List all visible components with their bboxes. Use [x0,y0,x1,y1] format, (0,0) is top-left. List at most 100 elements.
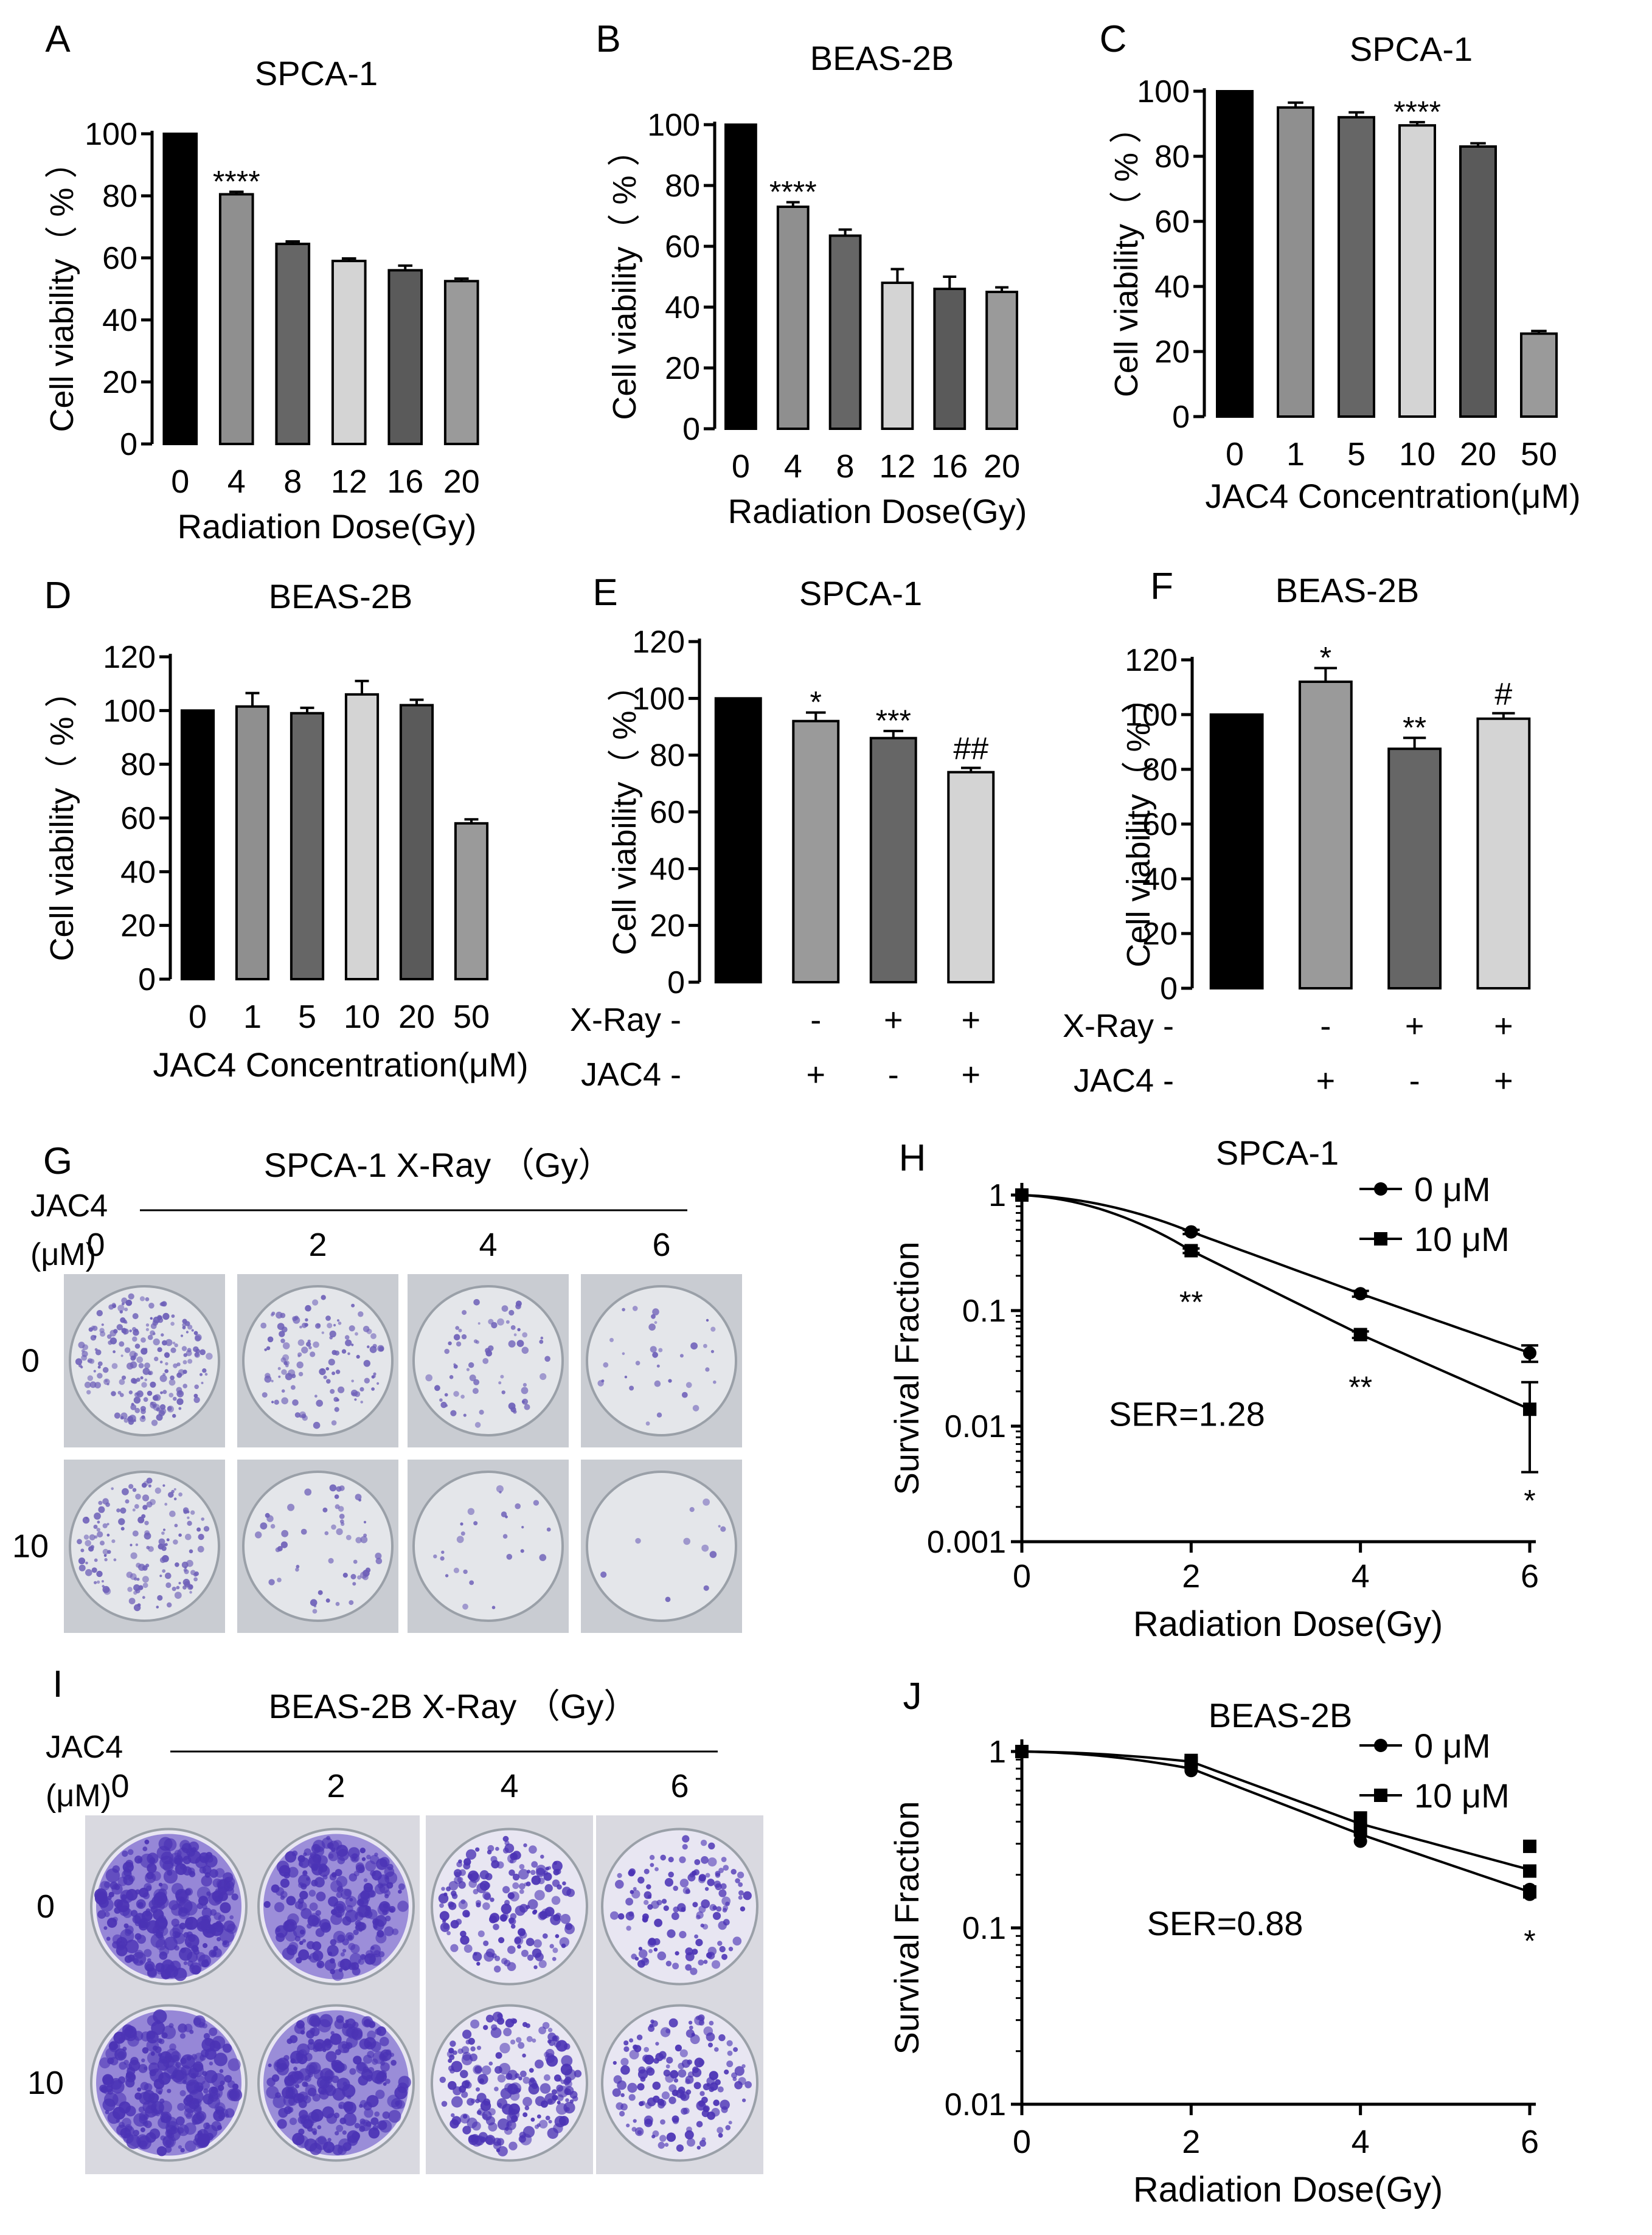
colony-dot [638,2066,646,2074]
colony-dot [690,1967,698,1975]
colony-dot [111,1883,123,1895]
significance-label: ## [953,732,988,767]
colony-dot [162,1555,169,1562]
colony-dot [477,2074,488,2085]
panel-letter-f: F [1150,566,1173,608]
panel-letter-d: D [44,575,72,617]
colony-dot [349,2068,356,2075]
colony-dot [128,1598,136,1605]
x-tick-label: 2 [1182,1558,1200,1595]
colony-dot [117,1876,128,1887]
colony-dot [172,1587,176,1592]
colony-dot [317,2125,322,2130]
colony-dot [140,1918,150,1928]
colony-dot [718,1525,721,1528]
colony-dot [310,1599,318,1606]
colony-dot [394,2086,408,2099]
significance-label: * [810,685,822,719]
colony-dot [694,1859,701,1865]
colony-dot [652,2081,661,2090]
colony-dot [313,1341,319,1348]
colony-dot [187,1516,190,1519]
colony-dot [157,1969,162,1975]
colony-dot [502,1534,508,1539]
colony-dot [460,1935,470,1945]
x-tick-label: 4 [227,463,246,500]
dose-column-label: 4 [479,1227,497,1263]
x-tick-label: 5 [298,999,316,1035]
colony-dot [81,1354,88,1361]
colony-dot [85,1569,92,1576]
colony-dot [132,1336,137,1342]
colony-dot [644,1891,652,1899]
colony-dot [359,2126,366,2132]
y-axis-label: Cell viability（ % ） [1108,111,1145,397]
colony-dot [654,1321,658,1325]
colony-plate-image [85,1992,252,2174]
colony-dot [632,1306,638,1311]
colony-dot [142,2121,148,2127]
colony-dot [134,1933,142,1940]
colony-dot [450,1410,457,1416]
colony-dot [133,1419,136,1422]
colony-dot [128,1293,134,1300]
colony-dot [530,2117,535,2122]
colony-dot [194,2082,204,2092]
colony-dot [137,2087,142,2092]
colony-dot [94,1382,102,1389]
colony-dot [162,1569,166,1573]
colony-dot [691,1870,697,1876]
colony-dot [668,2096,676,2104]
y-tick-label: 100 [85,117,137,152]
colony-dot [689,2025,693,2030]
y-tick-label: 0.001 [927,1525,1006,1560]
colony-dot [620,2057,629,2066]
y-axis-label: Survival Fraction [887,1241,926,1495]
colony-dot [318,1963,322,1967]
colony-dot [499,1914,508,1922]
colony-dot [287,1866,299,1878]
colony-dot [557,2085,569,2098]
colony-dot [344,2101,356,2115]
colony-plate-image [596,1815,763,1998]
colony-dot [325,1315,331,1321]
colony-dot [485,2014,494,2023]
colony-dot [145,1328,149,1331]
colony-dot [296,1957,302,1964]
colony-dot [316,1399,323,1407]
colony-dot [359,2118,366,2124]
colony-dot [551,1896,561,1905]
colony-dot [468,1879,477,1888]
colony-dot [107,2111,120,2124]
colony-dot [161,1301,167,1307]
colony-dot [441,1550,445,1554]
colony-dot [457,2048,463,2054]
colony-dot [441,2101,448,2107]
colony-dot [182,1585,187,1590]
colony-dot [159,1575,162,1578]
colony-dot [707,1947,717,1956]
jac4-unit-label: (μM) [30,1237,96,1272]
colony-dot [164,1369,169,1373]
ser-label: SER=0.88 [1147,1904,1303,1942]
colony-dot [488,1318,494,1325]
colony-dot [501,1511,507,1517]
colony-dot [268,2063,272,2067]
colony-dot [341,1888,352,1900]
dose-column-label: 6 [652,1227,670,1263]
colony-dot [488,2108,496,2116]
colony-dot [699,2140,706,2147]
colony-dot [479,1410,484,1415]
colony-dot [383,2082,387,2086]
colony-dot [336,2124,344,2132]
colony-dot [363,1520,367,1523]
treatment-sign: + [884,1002,903,1038]
colony-dot [645,1421,650,1426]
colony-dot [102,1523,108,1528]
colony-dot [179,1897,184,1902]
colony-dot [87,1358,93,1364]
colony-dot [685,1889,690,1894]
colony-dot [302,1939,307,1943]
colony-dot [703,1960,708,1964]
